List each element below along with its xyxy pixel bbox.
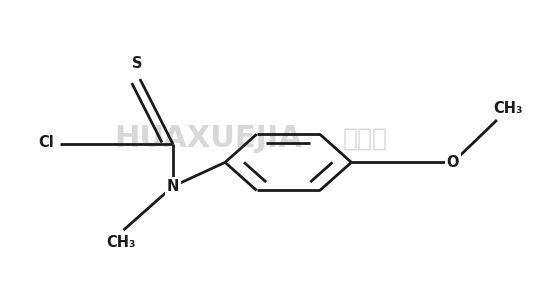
Text: O: O <box>447 155 459 170</box>
Text: S: S <box>132 56 142 71</box>
Text: Cl: Cl <box>39 135 54 150</box>
Text: CH₃: CH₃ <box>106 235 136 250</box>
Text: N: N <box>167 179 179 194</box>
Text: 化学加: 化学加 <box>343 126 388 150</box>
Text: CH₃: CH₃ <box>493 101 522 116</box>
Text: HUAXUEJIA: HUAXUEJIA <box>115 124 302 153</box>
